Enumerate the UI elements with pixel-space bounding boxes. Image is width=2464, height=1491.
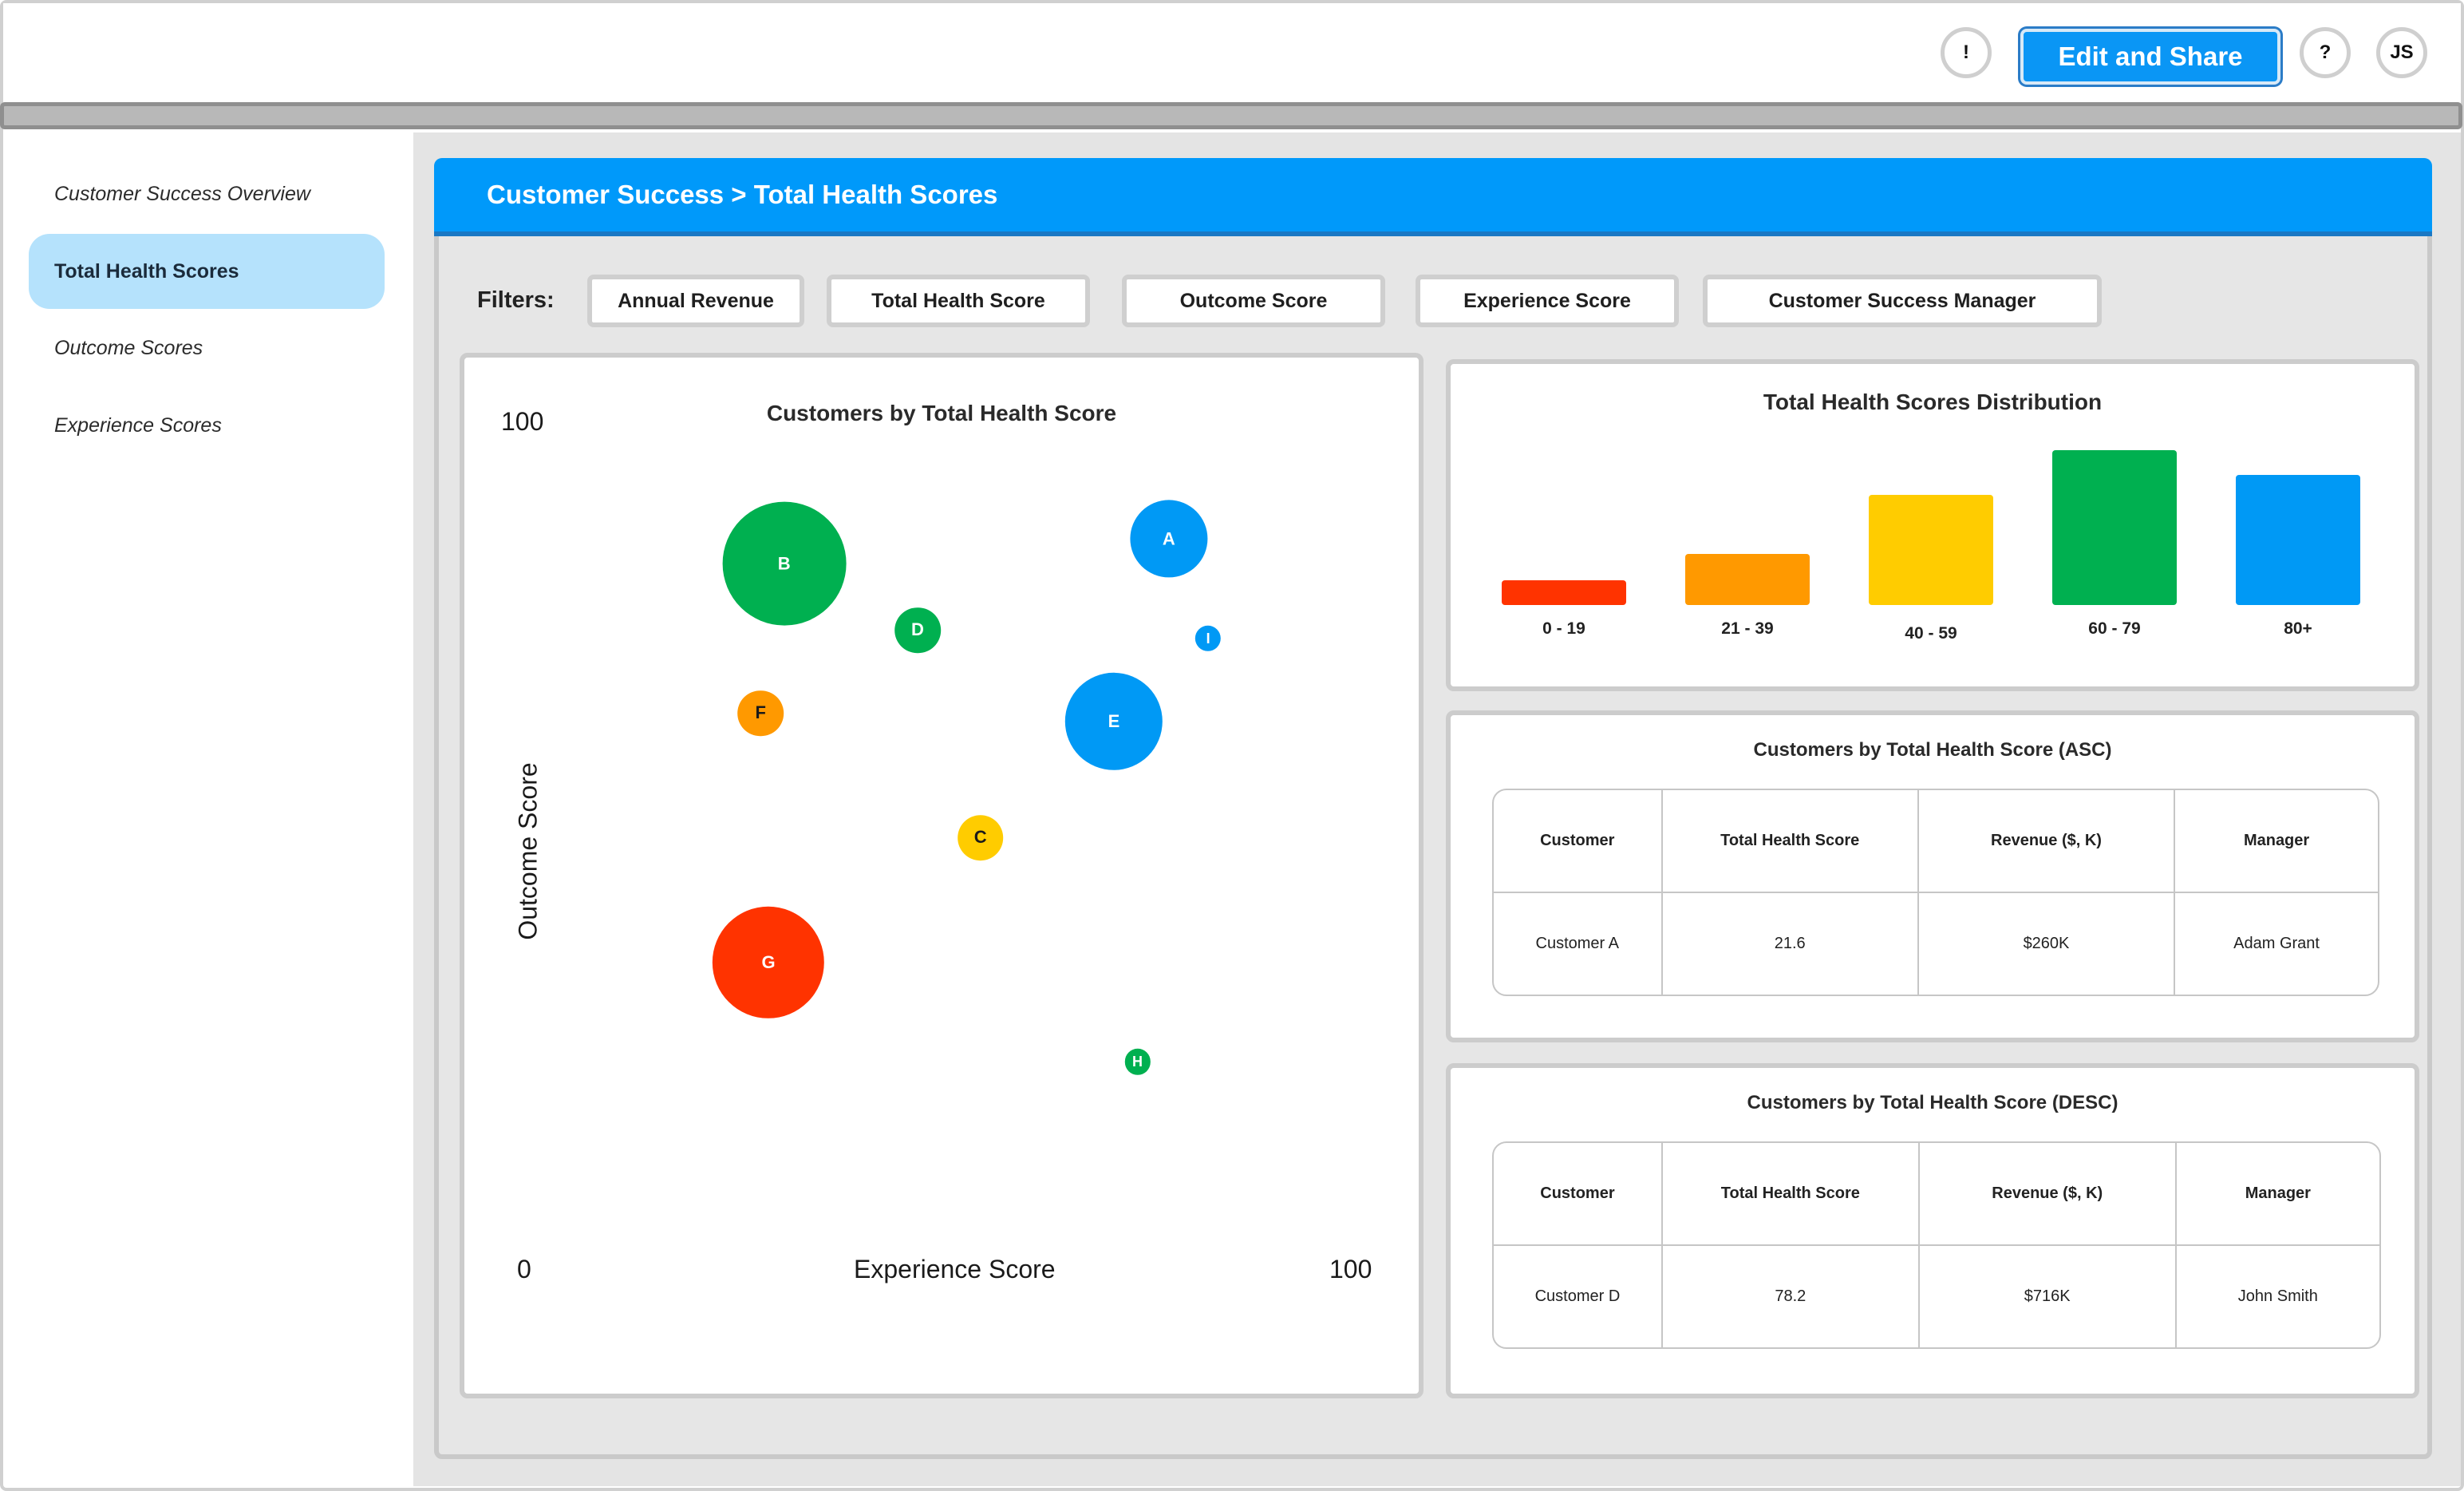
bar-label: 0 - 19 (1542, 619, 1585, 638)
col-header-revenue: Revenue ($, K) (1917, 1143, 2177, 1246)
bar-plot-area: 0 - 19 21 - 39 40 - 59 60 - 79 80+ (1451, 364, 2415, 686)
table-desc-title: Customers by Total Health Score (DESC) (1747, 1092, 2118, 1113)
col-header-revenue: Revenue ($, K) (1917, 790, 2176, 893)
table-desc: Customer Total Health Score Revenue ($, … (1492, 1141, 2381, 1349)
bubble-h[interactable]: H (1124, 1049, 1151, 1075)
bubble-plot-area: A B C D E F G H I (464, 358, 1419, 1394)
table-asc: Customer Total Health Score Revenue ($, … (1492, 789, 2379, 996)
avatar[interactable]: JS (2376, 27, 2427, 78)
table-header-row: Customer Total Health Score Revenue ($, … (1494, 1143, 2379, 1246)
bar-label: 40 - 59 (1905, 624, 1957, 643)
bubble-f[interactable]: F (737, 690, 784, 737)
sidebar: Customer Success Overview Total Health S… (5, 132, 413, 1486)
x-axis-title: Experience Score (854, 1255, 1056, 1283)
distribution-chart-card: Total Health Scores Distribution 0 - 19 2… (1446, 359, 2419, 691)
filter-annual-revenue[interactable]: Annual Revenue (587, 275, 804, 327)
top-bar: ! Edit and Share ? JS (3, 3, 2461, 104)
bar-label: 80+ (2284, 619, 2312, 638)
bubble-e[interactable]: E (1064, 672, 1163, 771)
y-axis-max-label: 100 (501, 407, 544, 436)
filter-total-health-score[interactable]: Total Health Score (827, 275, 1090, 327)
bar-80plus[interactable] (2236, 475, 2360, 605)
x-axis-max-label: 100 (1329, 1255, 1372, 1283)
cell-manager: John Smith (2174, 1244, 2379, 1347)
bubble-d[interactable]: D (894, 607, 941, 654)
sidebar-item-experience-scores[interactable]: Experience Scores (54, 413, 222, 437)
axis-origin-label: 0 (517, 1255, 531, 1283)
col-header-total-health-score: Total Health Score (1660, 790, 1919, 893)
bubble-g[interactable]: G (712, 906, 825, 1018)
bubble-b[interactable]: B (722, 501, 847, 626)
alert-button[interactable]: ! (1941, 27, 1992, 78)
col-header-customer: Customer (1494, 790, 1663, 893)
filter-outcome-score[interactable]: Outcome Score (1122, 275, 1385, 327)
breadcrumb: Customer Success > Total Health Scores (434, 158, 2432, 236)
cell-manager: Adam Grant (2174, 892, 2378, 995)
table-asc-title: Customers by Total Health Score (ASC) (1753, 739, 2112, 761)
sidebar-item-total-health-scores[interactable]: Total Health Scores (29, 234, 385, 309)
table-row: Customer D 78.2 $716K John Smith (1494, 1244, 2379, 1347)
table-desc-card: Customers by Total Health Score (DESC) C… (1446, 1063, 2419, 1398)
cell-total-health-score: 21.6 (1660, 892, 1919, 995)
bubble-c[interactable]: C (957, 814, 1004, 861)
bubble-a[interactable]: A (1130, 500, 1208, 578)
cell-revenue: $260K (1917, 892, 2176, 995)
table-asc-card: Customers by Total Health Score (ASC) Cu… (1446, 710, 2419, 1042)
sidebar-item-outcome-scores[interactable]: Outcome Scores (54, 336, 203, 359)
bar-0-19[interactable] (1502, 579, 1626, 605)
bubble-chart-card: Customers by Total Health Score 100 0 10… (460, 353, 1424, 1398)
bar-60-79[interactable] (2052, 450, 2177, 605)
bar-40-59[interactable] (1869, 495, 1993, 605)
filter-customer-success-manager[interactable]: Customer Success Manager (1703, 275, 2102, 327)
help-button[interactable]: ? (2300, 27, 2351, 78)
bar-label: 21 - 39 (1721, 619, 1774, 638)
distribution-chart-title: Total Health Scores Distribution (1763, 390, 2103, 414)
bar-21-39[interactable] (1685, 553, 1810, 605)
col-header-customer: Customer (1494, 1143, 1663, 1246)
cell-customer: Customer A (1494, 892, 1663, 995)
col-header-manager: Manager (2174, 1143, 2379, 1246)
cell-revenue: $716K (1917, 1244, 2177, 1347)
col-header-manager: Manager (2174, 790, 2378, 893)
table-header-row: Customer Total Health Score Revenue ($, … (1494, 790, 2378, 893)
col-header-total-health-score: Total Health Score (1660, 1143, 1920, 1246)
edit-and-share-button[interactable]: Edit and Share (2020, 29, 2280, 85)
bubble-i[interactable]: I (1194, 625, 1222, 652)
horizontal-scrollbar[interactable] (0, 102, 2462, 129)
filter-experience-score[interactable]: Experience Score (1416, 275, 1679, 327)
cell-customer: Customer D (1494, 1244, 1663, 1347)
main-content: Customer Success > Total Health Scores F… (413, 132, 2461, 1486)
table-row: Customer A 21.6 $260K Adam Grant (1494, 892, 2378, 995)
cell-total-health-score: 78.2 (1660, 1244, 1920, 1347)
bubble-chart-title: Customers by Total Health Score (766, 401, 1117, 425)
bar-label: 60 - 79 (2088, 619, 2141, 638)
sidebar-item-customer-success-overview[interactable]: Customer Success Overview (54, 182, 310, 205)
filters-label: Filters: (477, 287, 555, 313)
